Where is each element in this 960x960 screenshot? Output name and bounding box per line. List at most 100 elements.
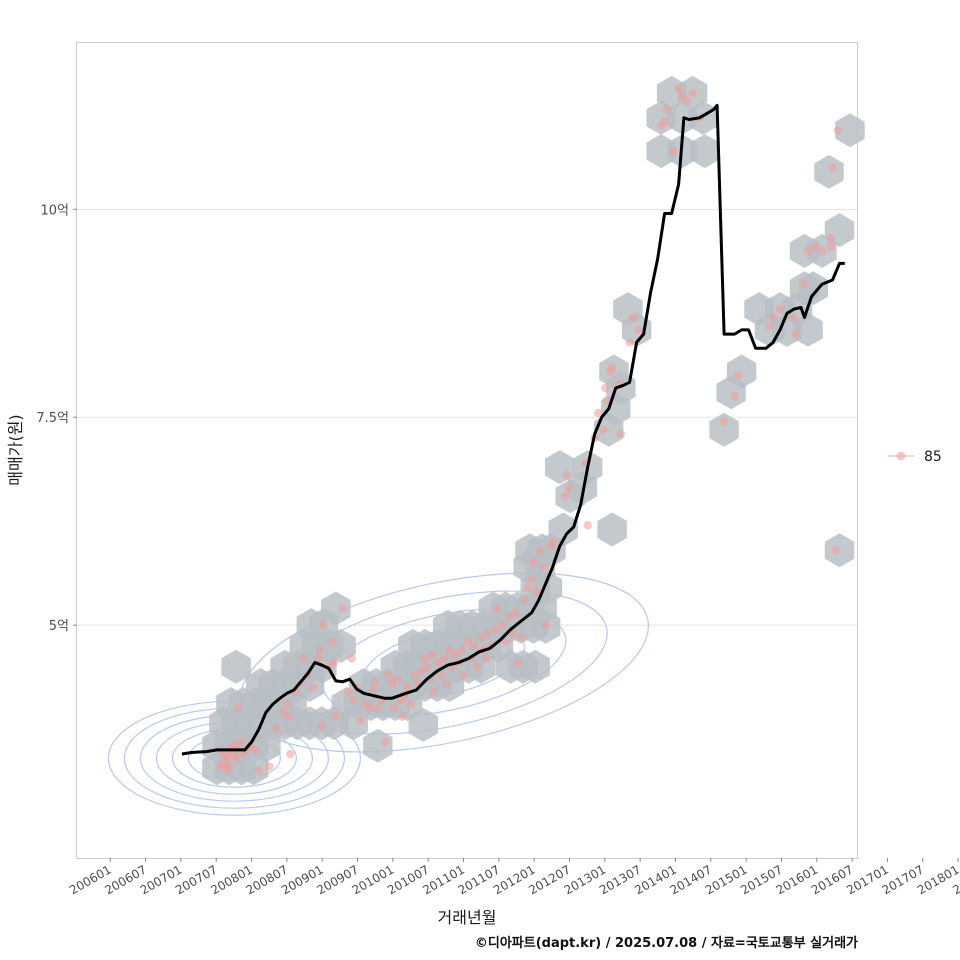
transaction-point[interactable] bbox=[560, 492, 570, 501]
transaction-point[interactable] bbox=[308, 683, 318, 692]
transaction-point[interactable] bbox=[607, 363, 617, 372]
transaction-point[interactable] bbox=[233, 704, 243, 713]
transaction-point[interactable] bbox=[536, 546, 545, 555]
transaction-point[interactable] bbox=[511, 608, 521, 617]
transaction-point[interactable] bbox=[457, 645, 466, 655]
transaction-point[interactable] bbox=[800, 279, 809, 289]
transaction-point[interactable] bbox=[539, 562, 549, 572]
transaction-point[interactable] bbox=[231, 754, 241, 763]
transaction-point[interactable] bbox=[254, 766, 264, 775]
transaction-point[interactable] bbox=[319, 620, 328, 630]
transaction-point[interactable] bbox=[420, 654, 430, 663]
transaction-point[interactable] bbox=[356, 716, 365, 725]
transaction-point[interactable] bbox=[616, 429, 626, 439]
transaction-point[interactable] bbox=[237, 737, 246, 746]
transaction-point[interactable] bbox=[541, 620, 550, 630]
transaction-point[interactable] bbox=[768, 313, 778, 322]
transaction-point[interactable] bbox=[223, 766, 232, 775]
transaction-point[interactable] bbox=[286, 749, 295, 759]
transaction-point[interactable] bbox=[683, 97, 692, 106]
transaction-point[interactable] bbox=[564, 483, 573, 493]
transaction-point[interactable] bbox=[389, 704, 398, 713]
transaction-point[interactable] bbox=[520, 595, 529, 605]
transaction-point[interactable] bbox=[529, 558, 538, 567]
transaction-point[interactable] bbox=[674, 84, 683, 93]
transaction-point[interactable] bbox=[265, 762, 274, 771]
transaction-point[interactable] bbox=[459, 670, 468, 680]
transaction-point[interactable] bbox=[380, 737, 390, 746]
transaction-point[interactable] bbox=[370, 679, 379, 688]
transaction-point[interactable] bbox=[625, 338, 634, 347]
transaction-point[interactable] bbox=[462, 637, 472, 646]
transaction-point[interactable] bbox=[429, 687, 438, 696]
transaction-point[interactable] bbox=[593, 408, 603, 418]
transaction-point[interactable] bbox=[719, 417, 729, 426]
transaction-point[interactable] bbox=[314, 654, 323, 663]
transaction-point[interactable] bbox=[483, 629, 493, 638]
transaction-point[interactable] bbox=[392, 674, 402, 684]
transaction-point[interactable] bbox=[527, 575, 536, 584]
transaction-point[interactable] bbox=[440, 654, 449, 663]
transaction-point[interactable] bbox=[634, 325, 643, 335]
transaction-point[interactable] bbox=[317, 720, 327, 730]
transaction-point[interactable] bbox=[833, 126, 842, 135]
transaction-point[interactable] bbox=[730, 392, 739, 401]
transaction-point[interactable] bbox=[251, 745, 260, 755]
transaction-point[interactable] bbox=[490, 625, 500, 634]
transaction-point[interactable] bbox=[476, 633, 486, 642]
transaction-point[interactable] bbox=[284, 712, 293, 721]
transaction-point[interactable] bbox=[427, 650, 437, 659]
transaction-point[interactable] bbox=[398, 712, 407, 721]
transaction-point[interactable] bbox=[403, 683, 412, 692]
transaction-point[interactable] bbox=[497, 620, 507, 630]
transaction-point[interactable] bbox=[504, 612, 514, 622]
transaction-point[interactable] bbox=[441, 679, 451, 688]
transaction-point[interactable] bbox=[492, 604, 501, 613]
transaction-point[interactable] bbox=[384, 670, 393, 680]
transaction-point[interactable] bbox=[831, 546, 841, 555]
transaction-point[interactable] bbox=[733, 371, 743, 380]
transaction-point[interactable] bbox=[329, 658, 339, 667]
transaction-point[interactable] bbox=[688, 88, 697, 98]
transaction-point[interactable] bbox=[436, 670, 445, 680]
transaction-point[interactable] bbox=[349, 695, 358, 705]
transaction-point[interactable] bbox=[343, 687, 353, 696]
transaction-point[interactable] bbox=[775, 304, 785, 314]
transaction-point[interactable] bbox=[548, 537, 557, 547]
transaction-point[interactable] bbox=[282, 699, 292, 709]
transaction-point[interactable] bbox=[791, 329, 800, 339]
transaction-point[interactable] bbox=[364, 704, 374, 713]
transaction-point[interactable] bbox=[373, 704, 383, 713]
transaction-point[interactable] bbox=[810, 242, 820, 251]
transaction-point[interactable] bbox=[450, 650, 459, 659]
transaction-point[interactable] bbox=[524, 583, 533, 592]
transaction-point[interactable] bbox=[789, 313, 799, 322]
transaction-point[interactable] bbox=[501, 637, 510, 646]
transaction-point[interactable] bbox=[562, 471, 571, 480]
transaction-point[interactable] bbox=[272, 724, 281, 734]
legend[interactable]: 85 bbox=[888, 449, 942, 465]
transaction-point[interactable] bbox=[298, 654, 307, 663]
transaction-point[interactable] bbox=[828, 163, 837, 172]
transaction-point[interactable] bbox=[826, 234, 835, 243]
transaction-point[interactable] bbox=[669, 146, 678, 156]
transaction-point[interactable] bbox=[765, 321, 774, 330]
transaction-point[interactable] bbox=[602, 396, 612, 405]
transaction-point[interactable] bbox=[473, 662, 482, 671]
transaction-point[interactable] bbox=[433, 658, 442, 667]
transaction-point[interactable] bbox=[406, 699, 416, 709]
transaction-point[interactable] bbox=[599, 425, 608, 434]
transaction-point[interactable] bbox=[583, 521, 592, 530]
transaction-point[interactable] bbox=[331, 712, 341, 721]
transaction-point[interactable] bbox=[410, 670, 419, 680]
transaction-point[interactable] bbox=[469, 641, 479, 651]
transaction-point[interactable] bbox=[660, 117, 669, 127]
transaction-point[interactable] bbox=[513, 658, 522, 667]
transaction-point[interactable] bbox=[817, 246, 827, 256]
transaction-point[interactable] bbox=[482, 654, 491, 663]
transaction-point[interactable] bbox=[422, 662, 431, 671]
transaction-point[interactable] bbox=[803, 246, 813, 256]
transaction-point[interactable] bbox=[628, 313, 638, 322]
transaction-point[interactable] bbox=[338, 604, 348, 613]
transaction-point[interactable] bbox=[532, 587, 542, 597]
